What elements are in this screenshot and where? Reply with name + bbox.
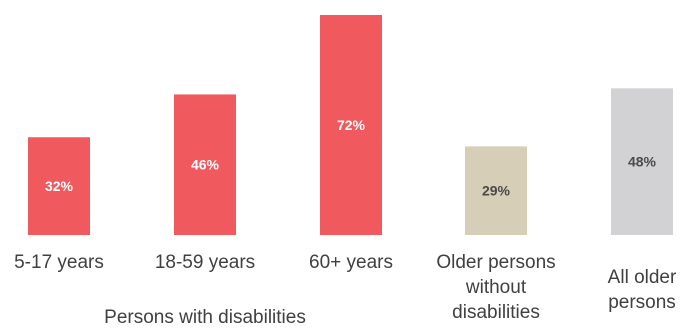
data-label-4: 48%	[628, 154, 657, 170]
data-label-1: 46%	[191, 157, 220, 173]
bar-1	[174, 94, 236, 235]
category-label-3: Older persons without disabilities	[436, 252, 555, 323]
data-label-0: 32%	[45, 178, 74, 194]
group-label: Persons with disabilities	[104, 307, 306, 328]
bar-4	[611, 88, 673, 235]
category-label-1: 18-59 years	[155, 252, 255, 273]
data-label-2: 72%	[337, 117, 366, 133]
category-label-4: All older persons	[608, 267, 677, 313]
bar-2	[320, 15, 382, 235]
bar-0	[28, 137, 90, 235]
category-label-2: 60+ years	[309, 252, 393, 273]
bar-3	[465, 146, 527, 235]
category-label-0: 5-17 years	[14, 252, 104, 273]
data-label-3: 29%	[482, 183, 511, 199]
